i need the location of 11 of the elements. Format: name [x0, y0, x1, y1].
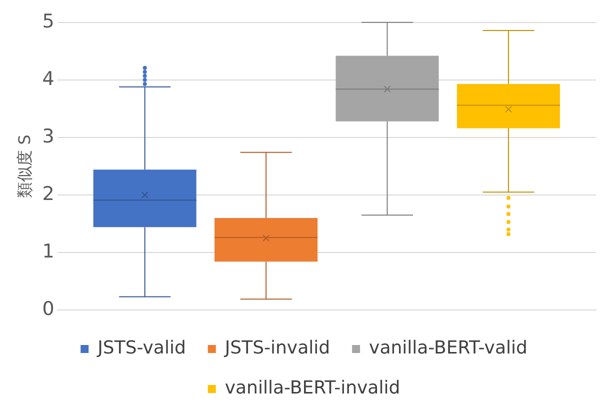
legend-label: vanilla-BERT-invalid [224, 378, 400, 399]
y-tick-label: 1 [42, 240, 54, 262]
y-tick-label: 2 [42, 182, 54, 205]
y-tick-label: 3 [42, 125, 54, 148]
y-tick-label: 4 [42, 68, 54, 90]
y-tick-label: 5 [42, 10, 54, 32]
legend-label: JSTS-valid [96, 338, 186, 359]
legend-label: JSTS-invalid [224, 338, 330, 359]
y-axis-title: 類似度 S [14, 134, 34, 198]
y-tick-label: 0 [42, 298, 54, 320]
legend-label: vanilla-BERT-valid [369, 338, 528, 359]
